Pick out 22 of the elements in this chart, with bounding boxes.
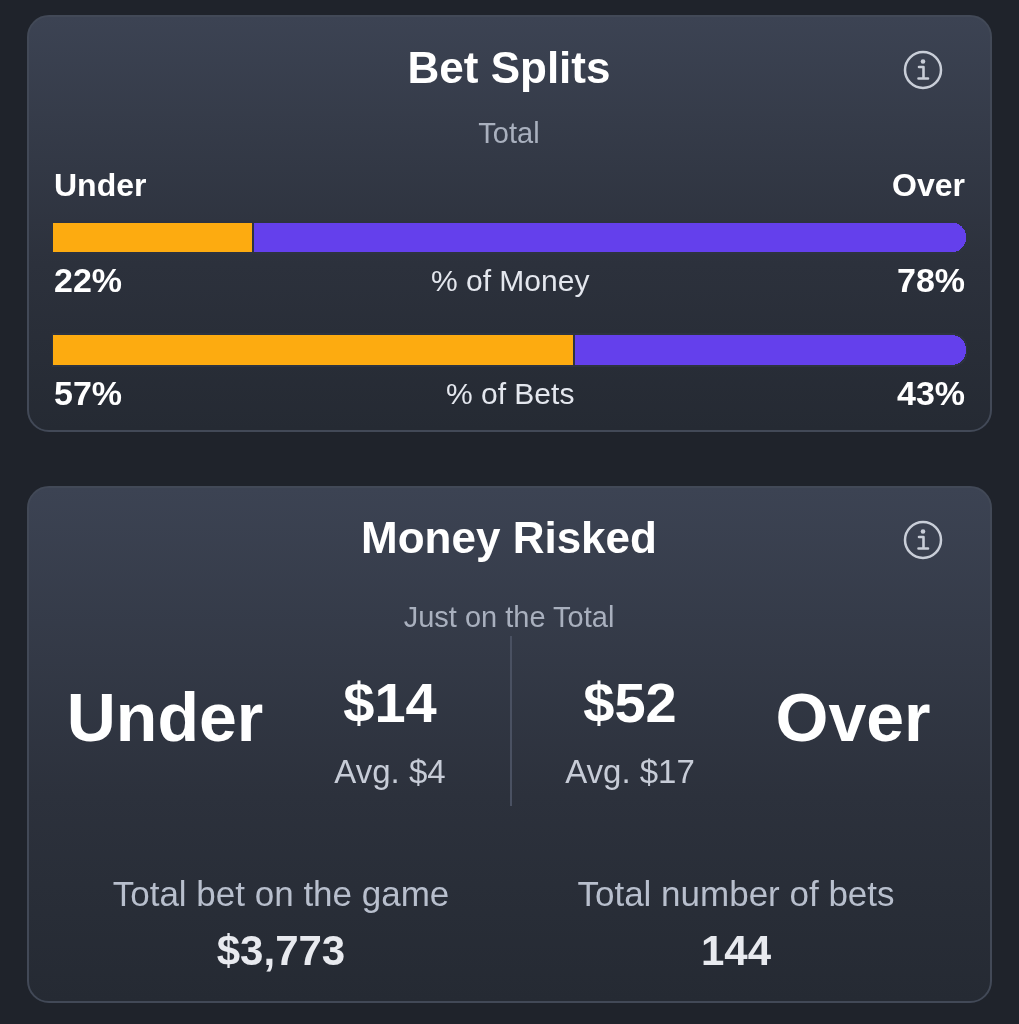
text: $14 bbox=[343, 671, 437, 734]
text: $52 bbox=[583, 671, 677, 734]
text: $3,773 bbox=[216, 927, 346, 974]
text: Avg. $17 bbox=[565, 752, 695, 790]
text: Avg. $4 bbox=[334, 752, 446, 790]
text: Under bbox=[66, 679, 264, 755]
text: Over bbox=[775, 679, 931, 755]
data-label: 78% bbox=[897, 261, 966, 299]
data-label: 22% bbox=[54, 261, 123, 299]
data-label: 57% bbox=[54, 374, 123, 412]
series-label: Over bbox=[892, 167, 965, 203]
text: Total number of bets bbox=[577, 873, 895, 913]
y-tick-label: % of Bets bbox=[446, 377, 575, 410]
text: Total bet on the game bbox=[112, 873, 450, 913]
y-tick-label: % of Money bbox=[431, 264, 590, 297]
series-label: Under bbox=[54, 167, 147, 203]
data-label: 43% bbox=[897, 374, 966, 412]
chart-subtitle: Total bbox=[478, 116, 540, 149]
text: Money Risked bbox=[361, 513, 657, 562]
text: 144 bbox=[700, 927, 772, 974]
chart-title: Bet Splits bbox=[407, 43, 611, 92]
text: Just on the Total bbox=[403, 600, 615, 633]
